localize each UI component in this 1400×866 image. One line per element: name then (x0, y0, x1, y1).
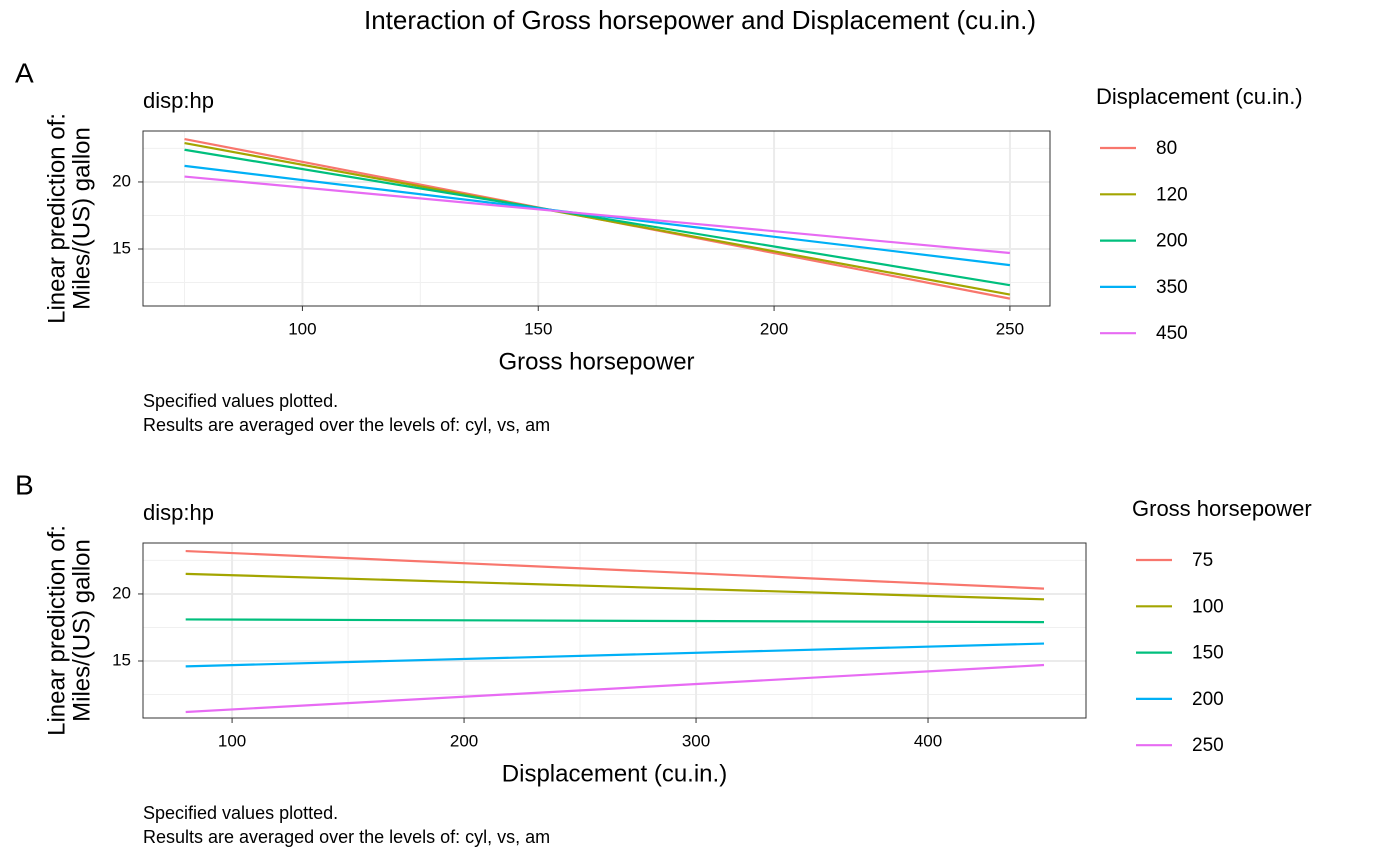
x-axis-title: Gross horsepower (498, 348, 694, 375)
y-axis-title: Miles/(US) gallon (68, 127, 95, 310)
x-tick-label: 250 (996, 319, 1024, 338)
x-axis-title: Displacement (cu.in.) (502, 760, 727, 787)
x-tick-label: 200 (450, 731, 478, 750)
y-tick-label: 15 (112, 650, 131, 669)
legend-title: Gross horsepower (1132, 496, 1312, 521)
legend-label: 100 (1192, 596, 1224, 617)
x-tick-label: 400 (914, 731, 942, 750)
series-line (185, 642, 1045, 668)
plot-border (142, 542, 1087, 719)
y-axis-title: Linear prediction of: (43, 113, 70, 324)
legend-label: 450 (1156, 323, 1188, 344)
legend-label: 350 (1156, 277, 1188, 298)
legend-label: 150 (1192, 643, 1224, 664)
legend-label: 120 (1156, 184, 1188, 205)
caption: Results are averaged over the levels of:… (143, 415, 550, 435)
legend-label: 80 (1156, 138, 1177, 159)
series-line (185, 549, 1045, 590)
x-tick-label: 300 (682, 731, 710, 750)
y-axis-title: Linear prediction of: (43, 525, 70, 736)
y-axis-title: Miles/(US) gallon (68, 539, 95, 722)
series-line (185, 663, 1045, 714)
series-line (184, 148, 1011, 287)
x-tick-label: 150 (524, 319, 552, 338)
series-line (185, 618, 1045, 624)
y-tick-label: 15 (112, 238, 131, 257)
caption: Specified values plotted. (143, 391, 338, 411)
series-line (184, 175, 1011, 255)
series-line (184, 141, 1011, 296)
caption: Results are averaged over the levels of:… (143, 827, 550, 847)
series-line (185, 572, 1045, 601)
panel-subtitle: disp:hp (143, 88, 214, 113)
chart-title: Interaction of Gross horsepower and Disp… (364, 5, 1036, 35)
x-tick-label: 100 (288, 319, 316, 338)
legend-label: 200 (1192, 689, 1224, 710)
panel-tag: B (15, 469, 34, 500)
panel-tag: A (15, 57, 34, 88)
legend-label: 200 (1156, 231, 1188, 252)
x-tick-label: 100 (218, 731, 246, 750)
legend-title: Displacement (cu.in.) (1096, 84, 1303, 109)
y-tick-label: 20 (112, 583, 131, 602)
panel-subtitle: disp:hp (143, 500, 214, 525)
legend-label: 75 (1192, 550, 1213, 571)
y-tick-label: 20 (112, 171, 131, 190)
plot-border (142, 130, 1051, 307)
legend-label: 250 (1192, 735, 1224, 756)
x-tick-label: 200 (760, 319, 788, 338)
caption: Specified values plotted. (143, 803, 338, 823)
